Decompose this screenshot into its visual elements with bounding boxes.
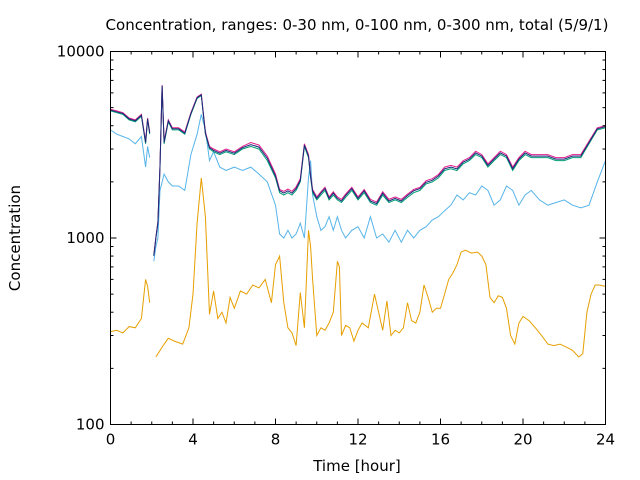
series-layer [110,85,606,358]
x-tick-label: 16 [431,431,450,449]
y-tick-label: 100 [76,416,105,434]
x-tick-label: 12 [348,431,367,449]
series-line-1 [110,177,606,358]
x-tick-label: 0 [106,431,116,449]
x-tick-label: 8 [271,431,281,449]
x-axis-label: Time [hour] [312,457,401,475]
x-tick-label: 4 [188,431,198,449]
series-line-4 [110,85,606,256]
series-line-3 [110,86,606,257]
series-line-5 [110,85,606,256]
y-axis-label: Concentration [6,185,24,291]
tick-layer: 0 4 8 12 16 20 24 100 1000 10000 [57,43,615,449]
x-tick-label: 20 [513,431,532,449]
y-tick-label: 10000 [57,43,105,61]
x-tick-label: 24 [596,431,615,449]
plot-frame [110,51,606,425]
chart-title: Concentration, ranges: 0-30 nm, 0-100 nm… [106,16,609,34]
series-line-2 [110,114,606,262]
y-tick-label: 1000 [66,229,104,247]
